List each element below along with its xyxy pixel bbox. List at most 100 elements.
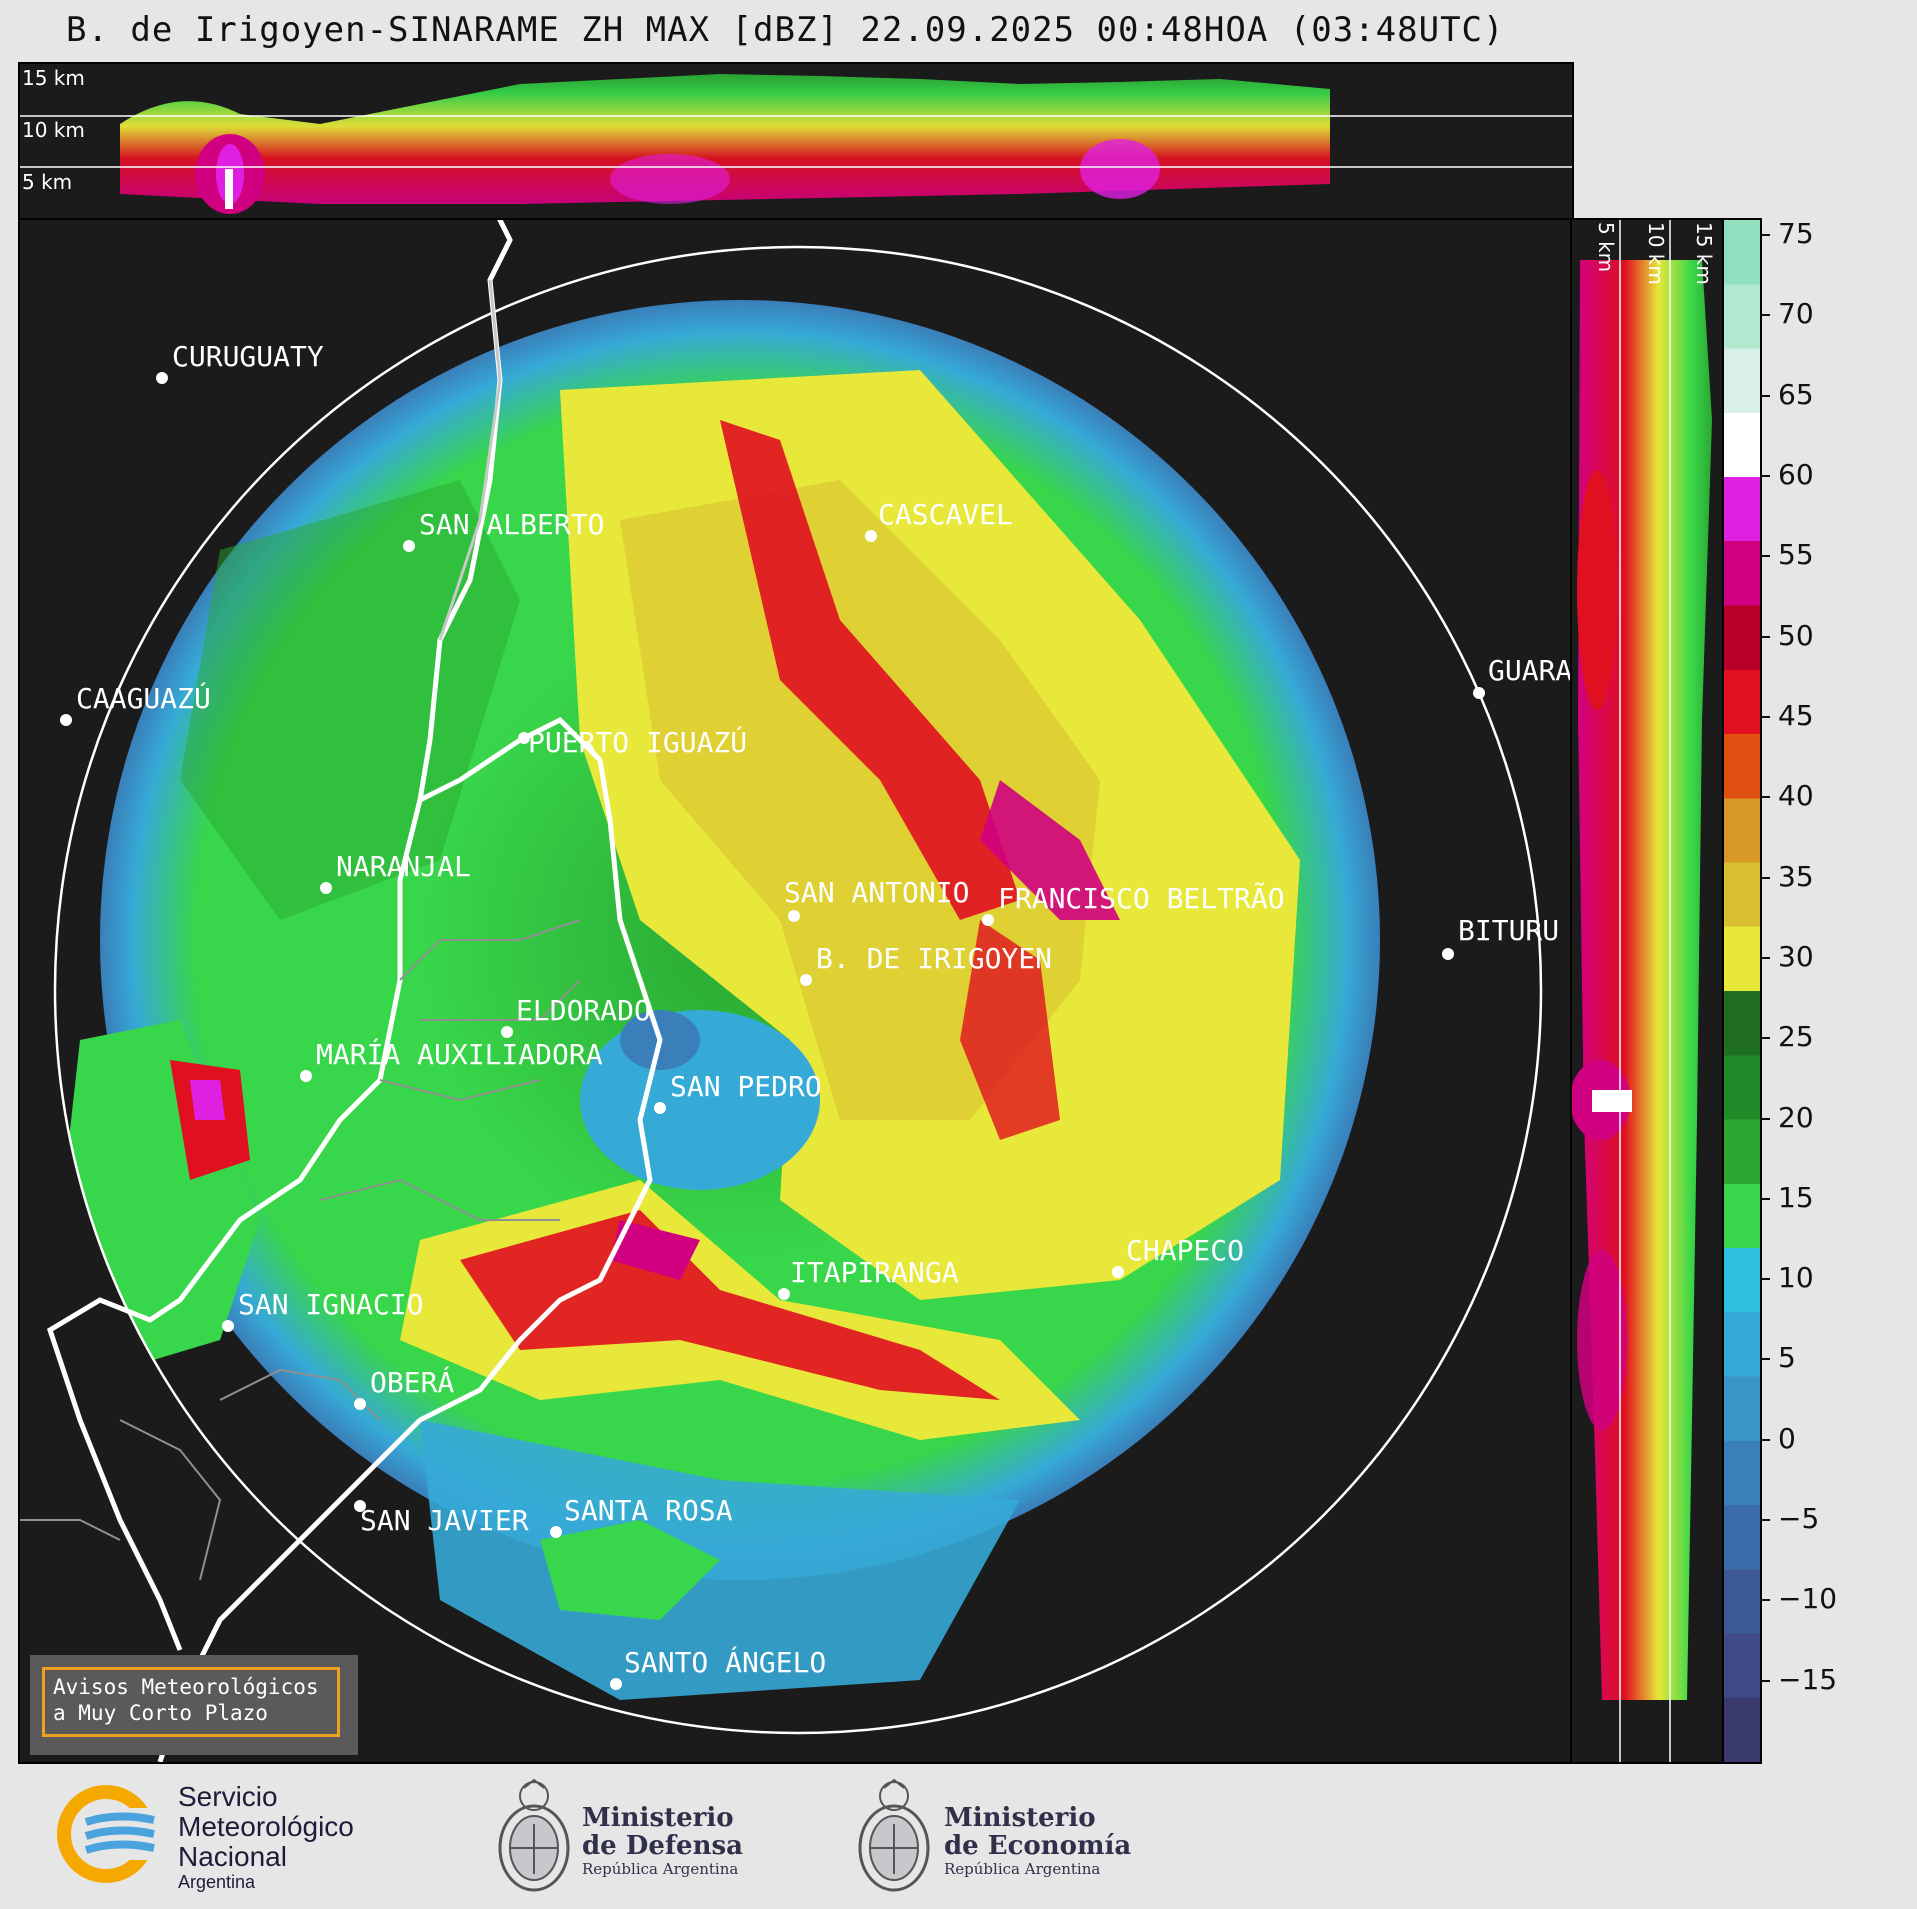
km-label-5: 5 km — [22, 170, 73, 194]
city-label-bituru: BITURU — [1458, 914, 1559, 947]
range-ring — [53, 245, 1543, 1735]
colorbar-tick: 35 — [1760, 860, 1814, 893]
colorbar-tick: 10 — [1760, 1261, 1814, 1294]
colorbar-tick: 45 — [1760, 699, 1814, 732]
city-label-chapeco: CHAPECO — [1126, 1234, 1244, 1267]
city-label-cascavel: CASCAVEL — [878, 498, 1013, 531]
vertical-profile-side: 5 km 10 km 15 km — [1570, 218, 1724, 1764]
province-border — [46, 799, 423, 1651]
colorbar-tick: −10 — [1760, 1582, 1837, 1615]
city-label-maria-auxiliadora: MARÍA AUXILIADORA — [316, 1037, 603, 1071]
colorbar-tick-label: 70 — [1778, 297, 1814, 331]
city-label-guara: GUARA — [1488, 654, 1572, 687]
colorbar-tick: 5 — [1760, 1341, 1796, 1374]
economia-line1: Ministerio — [944, 1803, 1096, 1833]
city-label-francisco-beltrao: FRANCISCO BELTRÃO — [998, 882, 1285, 915]
economia-seal-icon — [858, 1778, 930, 1892]
colorbar-tick-label: 60 — [1778, 458, 1814, 491]
defensa-name: Ministerio de Defensa República Argentin… — [582, 1804, 743, 1878]
top-profile-graphic — [20, 74, 1572, 214]
colorbar-tick-label: 75 — [1778, 217, 1814, 251]
smn-line2: Meteorológico — [178, 1811, 354, 1842]
smn-line4: Argentina — [178, 1872, 256, 1892]
economia-line2: de Economía — [944, 1831, 1132, 1861]
national-border — [157, 220, 663, 1762]
colorbar-tick: −5 — [1760, 1502, 1819, 1535]
city-label-santa-rosa: SANTA ROSA — [564, 1494, 733, 1527]
colorbar-tick: 25 — [1760, 1020, 1814, 1053]
smn-line1: Servicio — [178, 1781, 278, 1812]
defensa-sub: República Argentina — [582, 1860, 739, 1878]
colorbar-tick-label: 10 — [1778, 1261, 1814, 1295]
city-label-puerto-iguazu: PUERTO IGUAZÚ — [528, 725, 747, 759]
smn-name: Servicio Meteorológico Nacional Argentin… — [178, 1781, 354, 1893]
city-label-obera: OBERÁ — [370, 1365, 454, 1399]
city-label-san-pedro: SAN PEDRO — [670, 1070, 822, 1103]
city-label-san-javier: SAN JAVIER — [360, 1504, 529, 1537]
colorbar-tick-label: 5 — [1778, 1341, 1796, 1375]
city-label-caaguazu: CAAGUAZÚ — [76, 681, 211, 715]
defensa-seal-icon — [498, 1778, 570, 1892]
department-borders — [20, 919, 581, 1581]
colorbar-tick-label: 0 — [1778, 1421, 1796, 1455]
radar-graphic: CURUGUATY SAN ALBERTO CAAGUAZÚ PUERTO IG… — [20, 220, 1572, 1762]
city-label-san-ignacio: SAN IGNACIO — [238, 1288, 423, 1321]
colorbar-tick-label: −5 — [1778, 1502, 1820, 1536]
side-profile-graphic — [1572, 220, 1712, 1762]
city-label-curuguaty: CURUGUATY — [172, 340, 324, 373]
city-label-san-antonio: SAN ANTONIO — [784, 876, 969, 909]
city-label-san-alberto: SAN ALBERTO — [419, 508, 604, 541]
vertical-profile-top: 15 km 10 km 5 km — [18, 62, 1574, 220]
reflectivity-colorbar — [1722, 218, 1762, 1764]
colorbar-tick-label: 20 — [1778, 1100, 1814, 1134]
echo-field — [60, 300, 1380, 1700]
colorbar-tick: 65 — [1760, 378, 1814, 411]
colorbar-tick: 55 — [1760, 538, 1814, 571]
colorbar-tick: 40 — [1760, 779, 1814, 812]
colorbar-tick: 15 — [1760, 1181, 1814, 1214]
side-km-label-5: 5 km — [1594, 222, 1618, 273]
economia-sub: República Argentina — [944, 1860, 1101, 1878]
side-km-label-15: 15 km — [1692, 222, 1716, 285]
colorbar-tick: 70 — [1760, 297, 1814, 330]
colorbar-tick: 30 — [1760, 940, 1814, 973]
notice-line1: Avisos Meteorológicos — [53, 1675, 319, 1699]
economia-name: Ministerio de Economía República Argenti… — [944, 1804, 1131, 1878]
notice-frame: Avisos Meteorológicos a Muy Corto Plazo — [42, 1667, 340, 1737]
colorbar-tick-label: 25 — [1778, 1020, 1814, 1054]
colorbar-tick-label: 55 — [1778, 538, 1814, 572]
city-labels: CURUGUATY SAN ALBERTO CAAGUAZÚ PUERTO IG… — [76, 340, 1572, 1679]
colorbar-tick: 0 — [1760, 1422, 1796, 1455]
colorbar-tick-label: 15 — [1778, 1180, 1814, 1214]
colorbar-tick: 60 — [1760, 458, 1814, 491]
colorbar-tick-label: 45 — [1778, 698, 1814, 732]
city-markers — [60, 372, 1485, 1690]
colorbar-tick-label: 40 — [1778, 779, 1814, 813]
colorbar-tick: 20 — [1760, 1101, 1814, 1134]
city-label-itapiranga: ITAPIRANGA — [790, 1256, 959, 1289]
colorbar-tick-label: −15 — [1778, 1662, 1838, 1696]
defensa-line2: de Defensa — [582, 1831, 743, 1861]
city-label-b-de-irigoyen: B. DE IRIGOYEN — [816, 942, 1052, 975]
radar-map[interactable]: CURUGUATY SAN ALBERTO CAAGUAZÚ PUERTO IG… — [18, 218, 1574, 1764]
smn-logo-icon — [57, 1785, 166, 1883]
km-label-15: 15 km — [22, 66, 85, 90]
city-label-naranjal: NARANJAL — [336, 850, 471, 883]
km-label-10: 10 km — [22, 118, 85, 142]
city-label-eldorado: ELDORADO — [516, 994, 651, 1027]
colorbar-tick: −15 — [1760, 1663, 1837, 1696]
colorbar-tick: 50 — [1760, 619, 1814, 652]
colorbar-tick-label: 50 — [1778, 618, 1814, 652]
colorbar-tick-label: 35 — [1778, 859, 1814, 893]
notice-box: Avisos Meteorológicos a Muy Corto Plazo — [30, 1655, 358, 1755]
colorbar-tick: 75 — [1760, 217, 1814, 250]
map-title: B. de Irigoyen-SINARAME ZH MAX [dBZ] 22.… — [66, 10, 1505, 50]
side-km-label-10: 10 km — [1644, 222, 1668, 285]
colorbar-tick-label: 30 — [1778, 939, 1814, 973]
colorbar-tick-label: −10 — [1778, 1582, 1838, 1616]
smn-line3: Nacional — [178, 1841, 287, 1872]
city-label-santo-angelo: SANTO ÁNGELO — [624, 1645, 826, 1679]
defensa-line1: Ministerio — [582, 1803, 734, 1833]
notice-line2: a Muy Corto Plazo — [53, 1701, 268, 1725]
colorbar-tick-label: 65 — [1778, 377, 1814, 411]
